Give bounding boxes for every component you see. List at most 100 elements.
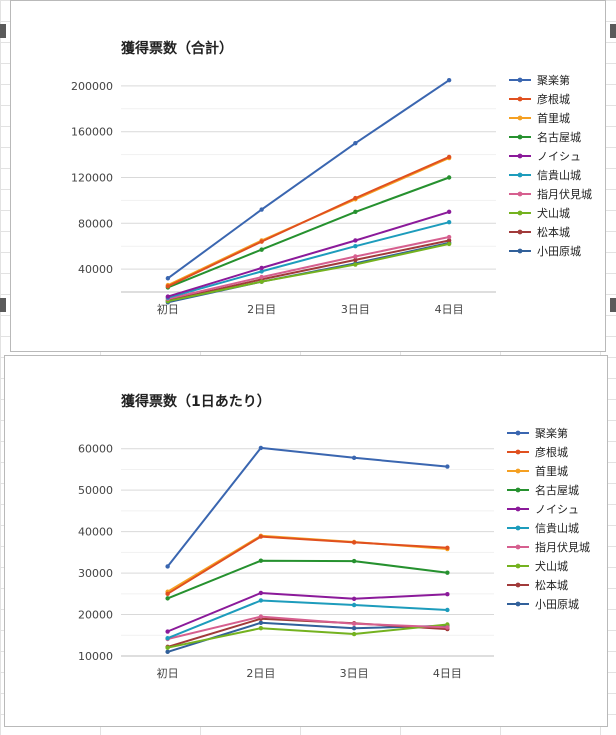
chart1-data-point[interactable] bbox=[446, 154, 452, 160]
chart2-series-line[interactable] bbox=[167, 599, 448, 640]
chart2-series-4[interactable] bbox=[165, 590, 450, 634]
chart2-data-point[interactable] bbox=[258, 534, 264, 539]
chart1-data-point[interactable] bbox=[353, 238, 358, 243]
chart2-series-line[interactable] bbox=[167, 615, 448, 640]
chart1-data-point[interactable] bbox=[259, 247, 264, 252]
chart2-data-point[interactable] bbox=[445, 464, 450, 469]
chart2-data-point[interactable] bbox=[258, 620, 264, 626]
chart1-legend-item[interactable]: 指月伏見城 bbox=[509, 187, 592, 201]
chart2-data-point[interactable] bbox=[351, 602, 357, 608]
chart2-data-point[interactable] bbox=[351, 540, 357, 545]
chart2-data-point[interactable] bbox=[445, 592, 450, 597]
chart2-data-point[interactable] bbox=[445, 607, 450, 613]
chart1-series-line[interactable] bbox=[167, 210, 450, 298]
chart1-data-point[interactable] bbox=[446, 77, 452, 83]
chart1-data-point[interactable] bbox=[353, 244, 358, 249]
chart2-data-point[interactable] bbox=[165, 629, 170, 634]
chart1-legend-item[interactable]: 聚楽第 bbox=[509, 73, 570, 87]
chart1-series-5[interactable] bbox=[165, 219, 452, 300]
chart2-data-point[interactable] bbox=[258, 590, 264, 596]
chart1-data-point[interactable] bbox=[446, 209, 452, 215]
chart1-data-point[interactable] bbox=[259, 239, 264, 244]
chart1-legend-item[interactable]: 彦根城 bbox=[509, 92, 570, 106]
chart1-legend-item[interactable]: 信貴山城 bbox=[509, 168, 581, 182]
chart1-data-point[interactable] bbox=[165, 294, 171, 299]
chart1-series-line[interactable] bbox=[167, 242, 450, 303]
chart2-legend-item[interactable]: 彦根城 bbox=[507, 445, 568, 459]
chart1-series-line[interactable] bbox=[167, 79, 450, 280]
chart1-series-line[interactable] bbox=[167, 221, 450, 299]
chart1-series-6[interactable] bbox=[165, 234, 452, 302]
chart1-data-point[interactable] bbox=[446, 219, 452, 225]
chart2-data-point[interactable] bbox=[351, 621, 357, 626]
chart1-data-point[interactable] bbox=[165, 276, 171, 281]
chart1-legend-item[interactable]: ノイシュ bbox=[509, 150, 581, 163]
chart2-series-line[interactable] bbox=[167, 535, 448, 595]
chart2-series-5[interactable] bbox=[165, 598, 450, 641]
chart2-data-point[interactable] bbox=[445, 570, 450, 575]
chart1-data-point[interactable] bbox=[259, 274, 264, 280]
chart2-data-point[interactable] bbox=[351, 596, 357, 601]
chart1-data-point[interactable] bbox=[353, 140, 358, 146]
chart1-data-point[interactable] bbox=[259, 279, 264, 284]
chart1-series-4[interactable] bbox=[165, 209, 452, 299]
chart2-data-point[interactable] bbox=[165, 591, 170, 597]
chart2-series-line[interactable] bbox=[167, 559, 448, 600]
chart2-legend-item[interactable]: 信貴山城 bbox=[507, 521, 579, 535]
chart2-series-1[interactable] bbox=[165, 534, 450, 597]
chart2-data-point[interactable] bbox=[258, 598, 264, 603]
chart1-data-point[interactable] bbox=[259, 207, 264, 212]
chart-daily-votes[interactable]: 獲得票数（1日あたり） 10000 20000 30000 40000 50000 6000… bbox=[4, 355, 608, 727]
chart2-series-2[interactable] bbox=[165, 533, 450, 594]
chart2-series-line[interactable] bbox=[167, 617, 448, 648]
chart1-data-point[interactable] bbox=[353, 257, 358, 263]
chart2-series-line[interactable] bbox=[166, 446, 448, 568]
chart1-data-point[interactable] bbox=[353, 209, 358, 215]
chart1-data-point[interactable] bbox=[353, 195, 358, 201]
chart1-series-1[interactable] bbox=[165, 154, 452, 289]
chart2-legend-item[interactable]: 聚楽第 bbox=[507, 426, 568, 440]
chart1-data-point[interactable] bbox=[353, 254, 358, 259]
chart2-data-point[interactable] bbox=[351, 626, 357, 631]
chart2-legend-item[interactable]: 犬山城 bbox=[507, 559, 568, 573]
chart2-data-point[interactable] bbox=[258, 614, 264, 619]
chart1-series-line[interactable] bbox=[167, 236, 450, 300]
chart2-legend-item[interactable]: 名古屋城 bbox=[507, 483, 579, 497]
chart1-series-line[interactable] bbox=[167, 239, 450, 302]
chart2-data-point[interactable] bbox=[445, 545, 450, 551]
chart2-data-point[interactable] bbox=[258, 626, 264, 631]
chart1-data-point[interactable] bbox=[446, 241, 452, 247]
chart1-data-point[interactable] bbox=[446, 238, 452, 243]
chart1-series-0[interactable] bbox=[165, 77, 452, 281]
chart-total-votes[interactable]: 獲得票数（合計） 40000 80000 120000 160000 200000 初日 2日… bbox=[10, 0, 606, 352]
chart2-legend-item[interactable]: 指月伏見城 bbox=[507, 540, 590, 554]
chart1-series-line[interactable] bbox=[167, 176, 450, 289]
chart1-legend-item[interactable]: 首里城 bbox=[509, 111, 570, 125]
chart2-legend-item[interactable]: 小田原城 bbox=[507, 598, 579, 611]
chart2-series-line[interactable] bbox=[167, 534, 448, 593]
chart1-series-line[interactable] bbox=[167, 155, 450, 288]
chart1-legend-item[interactable]: 小田原城 bbox=[509, 245, 581, 258]
chart2-series-line[interactable] bbox=[167, 623, 448, 649]
chart2-legend-item[interactable]: ノイシュ bbox=[507, 503, 579, 516]
chart1-legend-item[interactable]: 犬山城 bbox=[509, 206, 570, 220]
chart2-data-point[interactable] bbox=[165, 649, 170, 655]
chart2-series-3[interactable] bbox=[165, 558, 450, 601]
chart2-series-7[interactable] bbox=[165, 622, 450, 650]
chart2-series-0[interactable] bbox=[165, 445, 450, 569]
chart2-data-point[interactable] bbox=[165, 645, 170, 650]
chart2-legend-item[interactable]: 首里城 bbox=[507, 464, 568, 478]
chart1-data-point[interactable] bbox=[259, 265, 264, 271]
chart2-data-point[interactable] bbox=[165, 564, 170, 569]
chart1-data-point[interactable] bbox=[446, 234, 452, 240]
chart2-data-point[interactable] bbox=[165, 635, 170, 641]
chart2-data-point[interactable] bbox=[258, 558, 264, 563]
chart1-data-point[interactable] bbox=[259, 269, 264, 274]
chart2-data-point[interactable] bbox=[258, 445, 264, 451]
chart1-data-point[interactable] bbox=[446, 175, 452, 180]
chart1-data-point[interactable] bbox=[353, 262, 358, 267]
chart1-data-point[interactable] bbox=[165, 284, 171, 289]
chart1-legend-item[interactable]: 松本城 bbox=[509, 225, 570, 239]
chart2-data-point[interactable] bbox=[351, 455, 357, 461]
chart2-data-point[interactable] bbox=[351, 558, 357, 564]
